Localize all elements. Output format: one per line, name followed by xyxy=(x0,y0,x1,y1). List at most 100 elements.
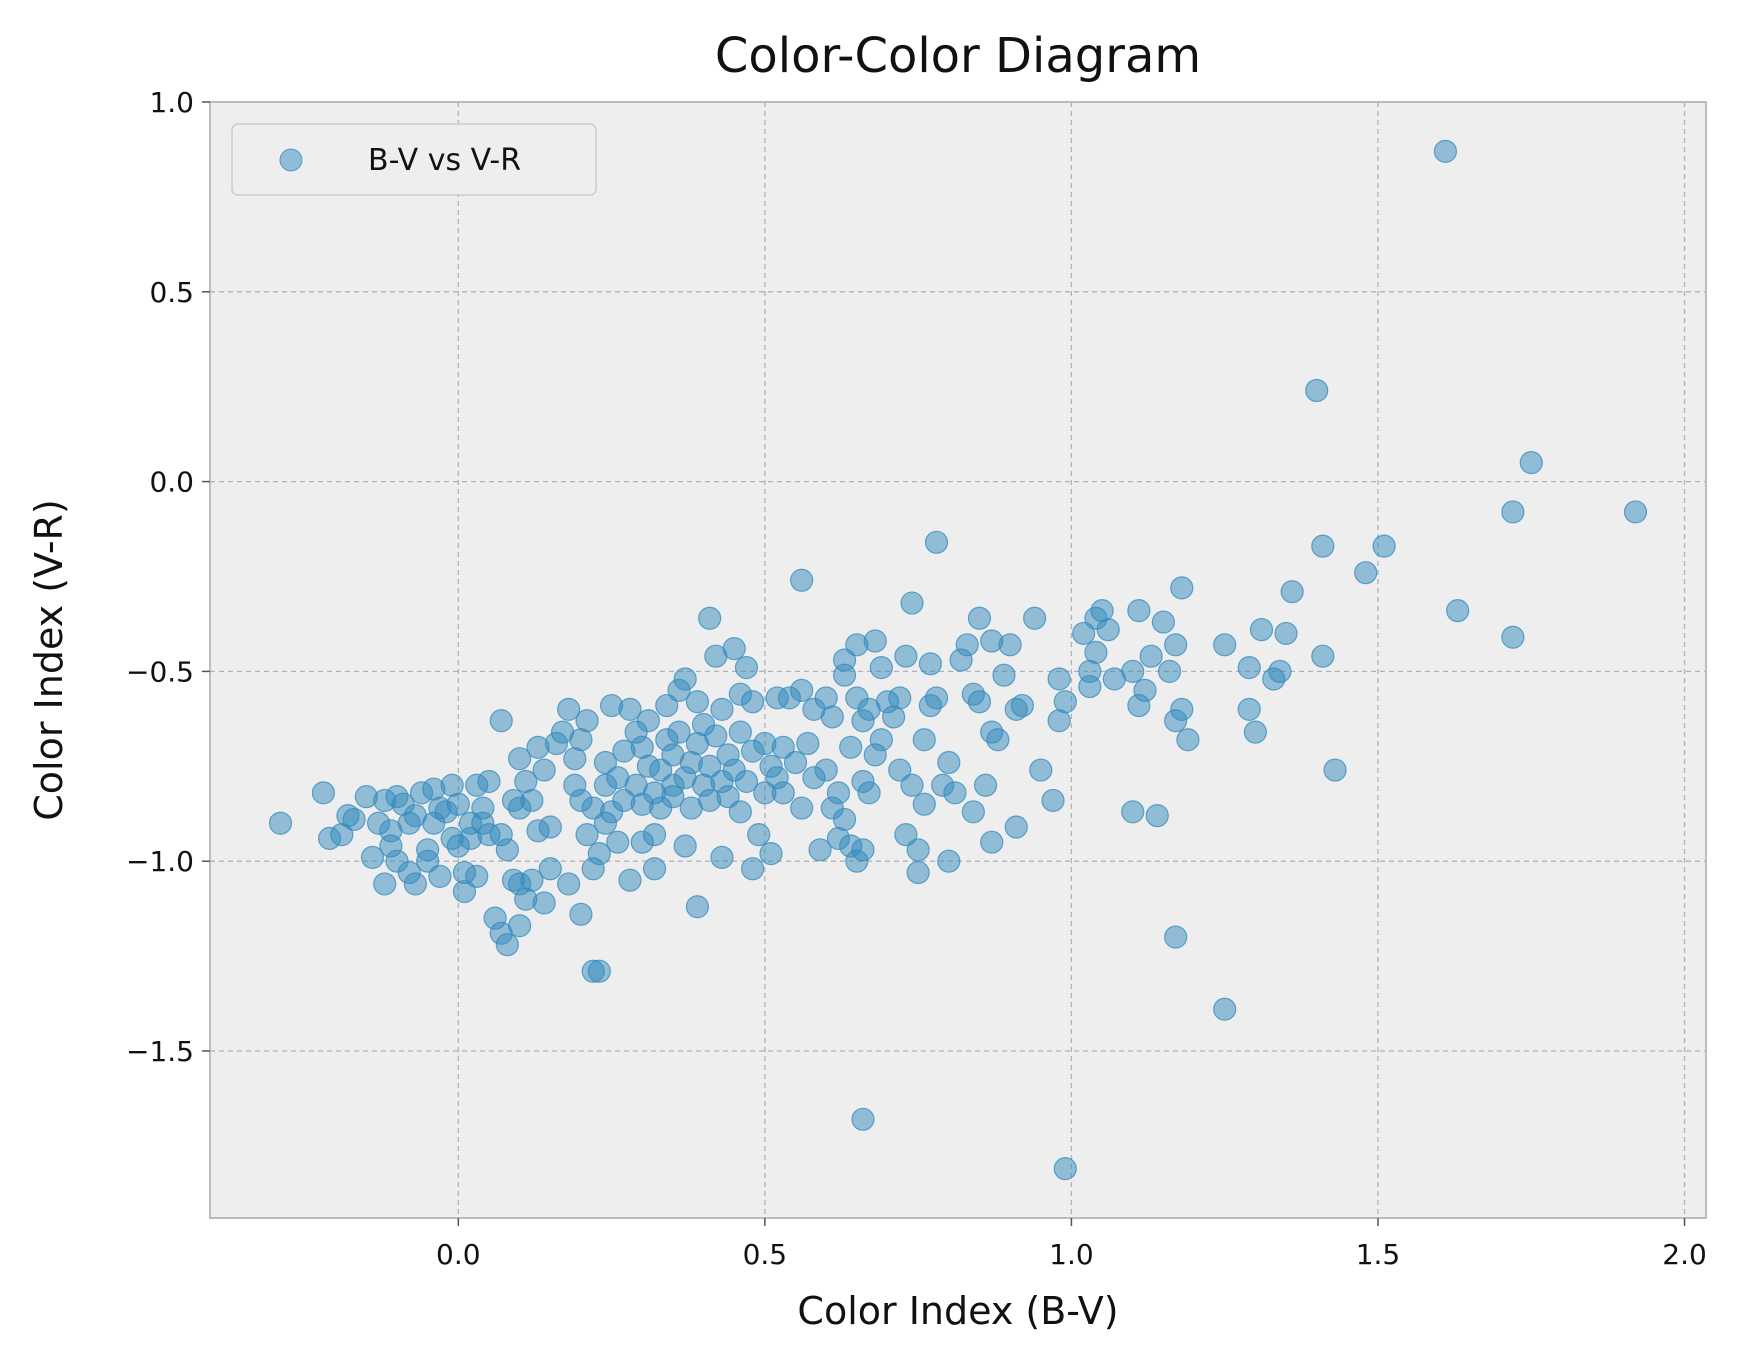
data-point xyxy=(446,792,470,816)
data-point xyxy=(673,667,697,691)
data-point xyxy=(912,792,936,816)
data-point xyxy=(832,807,857,832)
data-point xyxy=(618,868,642,892)
data-point xyxy=(1249,618,1274,642)
data-point xyxy=(1004,815,1028,839)
plot-frame xyxy=(209,101,1707,1219)
data-point xyxy=(1311,644,1335,668)
data-point xyxy=(569,902,593,926)
data-point xyxy=(618,697,642,721)
data-point xyxy=(980,830,1004,854)
data-point xyxy=(747,823,771,847)
data-point xyxy=(1151,610,1175,634)
data-point xyxy=(918,652,943,676)
data-point xyxy=(495,933,519,957)
data-point xyxy=(1170,576,1194,600)
legend-box xyxy=(231,123,597,196)
data-point xyxy=(1501,625,1525,649)
data-point xyxy=(1010,693,1034,718)
data-point xyxy=(342,807,366,832)
data-point xyxy=(728,800,752,824)
y-tick-label: 0.5 xyxy=(149,276,194,309)
data-point xyxy=(1084,640,1108,665)
data-point xyxy=(741,857,765,881)
data-point xyxy=(771,781,795,805)
data-point xyxy=(403,872,427,896)
data-point xyxy=(428,864,452,888)
data-point xyxy=(581,959,605,983)
data-point xyxy=(704,724,728,748)
data-point xyxy=(814,758,838,782)
data-point xyxy=(888,758,912,782)
data-point xyxy=(1041,788,1065,813)
data-point xyxy=(1311,534,1335,558)
data-point xyxy=(538,815,562,839)
data-point xyxy=(710,845,734,869)
legend-label: B-V vs V-R xyxy=(368,143,521,178)
data-point xyxy=(416,849,440,873)
data-point xyxy=(1237,697,1261,721)
data-point xyxy=(575,823,599,847)
data-point xyxy=(642,823,667,847)
data-point xyxy=(1078,674,1102,699)
data-point xyxy=(771,735,795,759)
data-point xyxy=(557,697,581,721)
data-point xyxy=(532,758,556,782)
data-point xyxy=(992,663,1016,687)
data-point xyxy=(649,758,673,782)
y-tick-label: −1.0 xyxy=(126,845,194,878)
data-point xyxy=(1047,667,1071,691)
data-point xyxy=(1501,500,1525,524)
data-point xyxy=(636,709,660,733)
data-point xyxy=(796,731,820,756)
data-point xyxy=(894,823,918,847)
data-point xyxy=(1164,633,1188,657)
data-point xyxy=(685,690,710,714)
data-point xyxy=(937,750,961,775)
data-point xyxy=(642,857,667,881)
data-point xyxy=(1213,997,1237,1021)
data-point xyxy=(1519,451,1543,475)
y-tick-label: −1.5 xyxy=(126,1035,194,1068)
data-point xyxy=(832,663,857,687)
data-point xyxy=(943,781,967,805)
data-point xyxy=(998,633,1022,657)
y-tick-label: 1.0 xyxy=(149,86,194,119)
data-point xyxy=(955,633,979,657)
data-point xyxy=(734,769,759,794)
data-point xyxy=(1446,599,1470,623)
data-point xyxy=(851,1107,875,1131)
data-point xyxy=(508,747,532,771)
data-point xyxy=(1213,633,1237,657)
data-point xyxy=(967,606,992,630)
data-point xyxy=(268,811,293,835)
data-point xyxy=(520,868,544,892)
data-point xyxy=(863,629,887,653)
data-point xyxy=(1274,621,1298,646)
data-point xyxy=(698,606,722,630)
data-point xyxy=(728,720,752,744)
data-points xyxy=(268,139,1648,1181)
data-point xyxy=(900,773,924,797)
data-point xyxy=(888,686,912,710)
data-point xyxy=(973,773,998,797)
data-point xyxy=(655,693,679,718)
data-point xyxy=(906,838,930,862)
x-tick-label: 0.0 xyxy=(436,1238,481,1271)
data-point xyxy=(1133,678,1157,702)
data-point xyxy=(1053,1157,1077,1181)
data-point xyxy=(1145,804,1169,828)
data-point xyxy=(1243,720,1267,744)
data-point xyxy=(606,830,630,854)
data-point xyxy=(826,781,851,805)
data-point xyxy=(1237,655,1261,680)
data-point xyxy=(1323,758,1347,782)
data-point xyxy=(808,838,832,862)
data-point xyxy=(1372,534,1396,558)
data-point xyxy=(532,891,556,915)
data-point xyxy=(1354,561,1378,585)
data-point xyxy=(465,864,489,888)
legend: B-V vs V-R xyxy=(231,123,597,196)
data-point xyxy=(869,655,893,680)
